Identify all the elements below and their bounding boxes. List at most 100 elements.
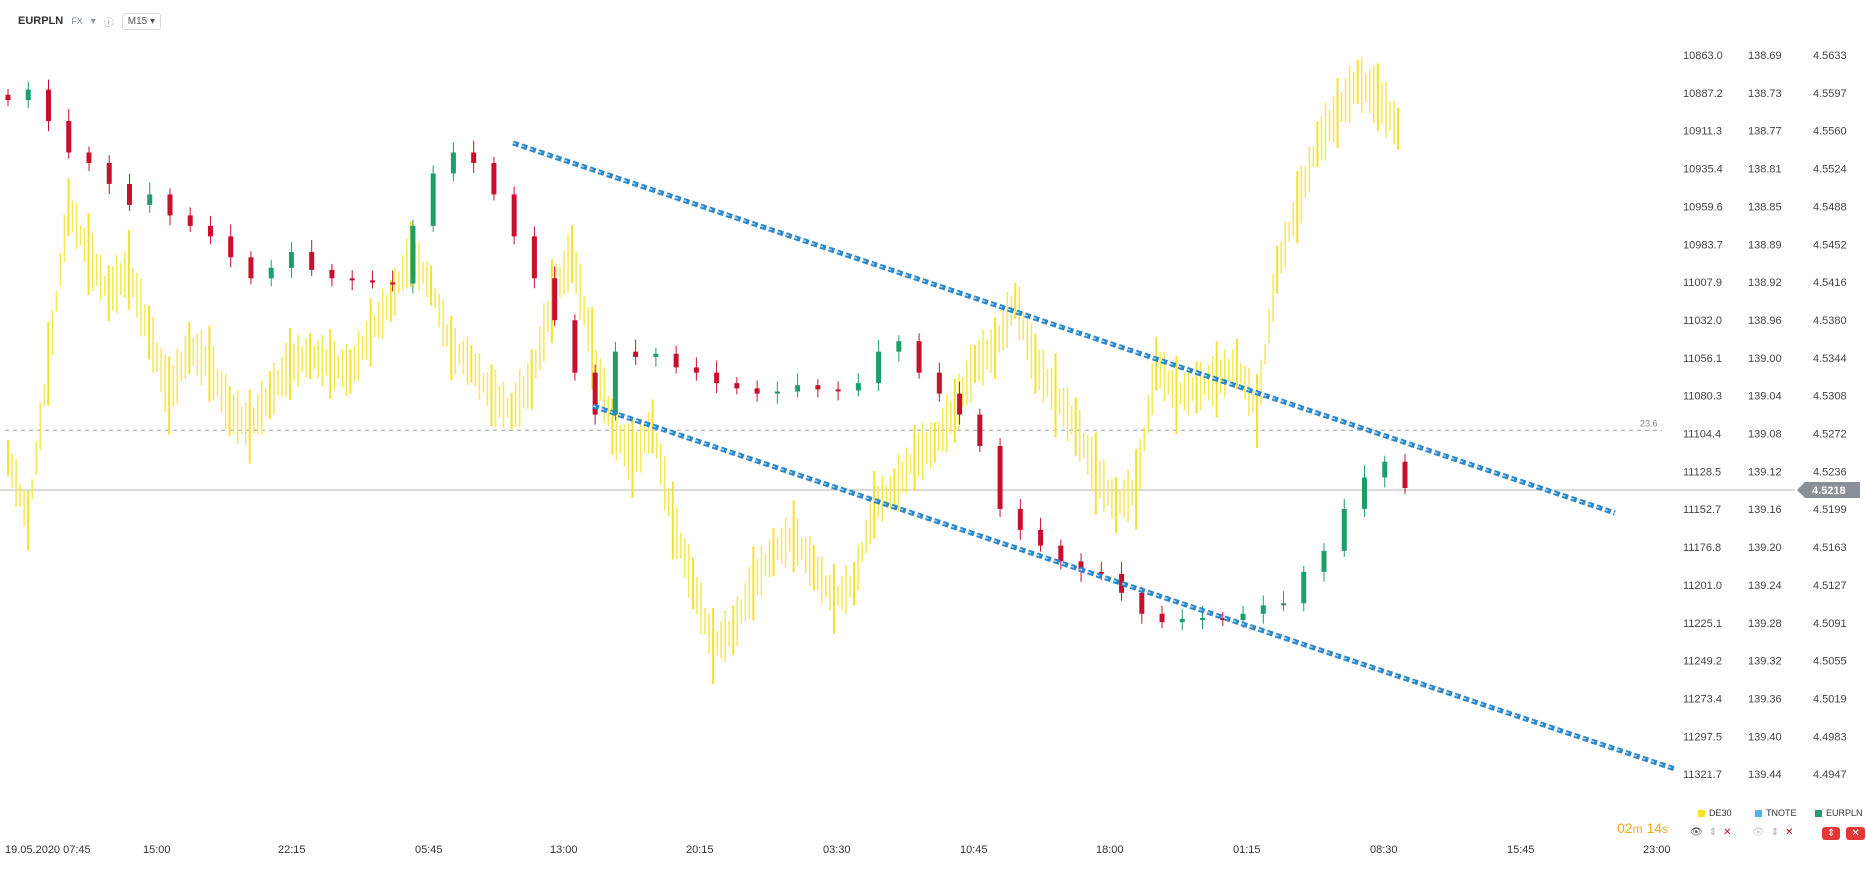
eurpln-candle <box>795 385 801 392</box>
reorder-icon[interactable]: ⇕ <box>1708 827 1718 838</box>
eurpln-candle <box>977 414 983 447</box>
axis-tick-tnote: 138.92 <box>1748 277 1782 289</box>
axis-tick-tnote: 139.36 <box>1748 693 1782 705</box>
legend-swatch <box>1698 809 1705 817</box>
eurpln-controls: ⇕ ✕ <box>1822 827 1865 840</box>
reorder-icon[interactable]: ⇕ <box>1770 827 1780 838</box>
axis-tick-de30: 11080.3 <box>1683 391 1722 403</box>
time-axis-label: 15:00 <box>143 844 171 856</box>
eurpln-candle <box>1382 461 1388 478</box>
axis-tick-tnote: 139.04 <box>1748 391 1782 403</box>
fib-level-label: 23.6 <box>1640 418 1658 428</box>
eurpln-candle <box>187 215 193 226</box>
axis-tick-de30: 11225.1 <box>1683 618 1722 630</box>
interval-label: M15 <box>127 15 148 27</box>
channel-upper-trendline[interactable] <box>512 140 1616 516</box>
eurpln-candle <box>288 252 294 268</box>
axis-tick-de30: 11273.4 <box>1683 693 1722 705</box>
eye-icon[interactable]: 👁 <box>1752 827 1765 838</box>
axis-tick-tnote: 139.24 <box>1748 580 1782 592</box>
axis-tick-eurpln: 4.5163 <box>1813 542 1847 554</box>
axis-tick-tnote: 139.08 <box>1748 429 1782 441</box>
eurpln-candle <box>471 152 477 163</box>
chevron-down-icon[interactable]: ▾ <box>90 15 96 27</box>
legend-tnote[interactable]: TNOTE <box>1755 808 1797 818</box>
countdown-seconds: 14 <box>1646 820 1663 836</box>
eurpln-candle <box>511 194 517 237</box>
eurpln-candle <box>1179 618 1185 623</box>
axis-tick-de30: 10935.4 <box>1683 164 1723 176</box>
symbol-label[interactable]: EURPLN <box>18 15 64 27</box>
eurpln-candle <box>815 385 821 390</box>
eurpln-candle <box>491 162 497 195</box>
axis-tick-de30: 10863.0 <box>1683 50 1723 62</box>
eurpln-candle <box>1240 613 1246 621</box>
eurpln-candle <box>66 121 72 153</box>
time-axis-label: 01:15 <box>1233 844 1261 856</box>
eurpln-candle <box>774 391 780 394</box>
axis-tick-de30: 11128.5 <box>1683 466 1721 478</box>
time-axis-label: 03:30 <box>823 844 851 856</box>
eurpln-candle <box>86 152 92 163</box>
close-icon[interactable]: ✕ <box>1785 827 1794 838</box>
axis-tick-de30: 11201.0 <box>1683 580 1722 592</box>
axis-tick-tnote: 139.44 <box>1748 769 1782 781</box>
time-axis-label: 20:15 <box>686 844 714 856</box>
legend-de30[interactable]: DE30 <box>1698 808 1732 818</box>
axis-tick-tnote: 139.16 <box>1748 504 1782 516</box>
axis-tick-eurpln: 4.5597 <box>1813 88 1847 100</box>
eurpln-candle <box>5 94 11 101</box>
eurpln-candle <box>572 320 578 373</box>
close-icon[interactable]: ✕ <box>1723 827 1732 838</box>
eurpln-candle <box>1402 461 1408 488</box>
eurpln-candle <box>410 225 416 284</box>
eurpln-candle <box>552 278 558 321</box>
axis-tick-eurpln: 4.5091 <box>1813 618 1847 630</box>
axis-tick-eurpln: 4.5416 <box>1813 277 1847 289</box>
info-icon[interactable]: ⓘ <box>103 17 114 29</box>
reorder-icon[interactable]: ⇕ <box>1822 827 1841 840</box>
axis-tick-tnote: 139.32 <box>1748 656 1782 668</box>
axis-tick-eurpln: 4.5236 <box>1813 466 1847 478</box>
axis-tick-tnote: 139.28 <box>1748 618 1782 630</box>
axis-tick-de30: 10911.3 <box>1683 126 1722 138</box>
de30-controls: 👁 ⇕ ✕ <box>1690 827 1731 838</box>
axis-tick-eurpln: 4.5344 <box>1813 353 1847 365</box>
axis-tick-de30: 11321.7 <box>1683 769 1722 781</box>
eurpln-candle <box>1038 529 1044 546</box>
eurpln-candle <box>1200 617 1206 620</box>
axis-tick-eurpln: 4.5272 <box>1813 429 1847 441</box>
legend-label: EURPLN <box>1826 808 1863 818</box>
countdown-minutes: 02 <box>1617 820 1633 836</box>
eurpln-candle <box>633 351 639 357</box>
eurpln-candle <box>450 152 456 174</box>
axis-tick-eurpln: 4.5055 <box>1813 656 1847 668</box>
axis-tick-eurpln: 4.5452 <box>1813 239 1847 251</box>
axis-tick-eurpln: 4.5560 <box>1813 126 1847 138</box>
countdown-s: s <box>1662 822 1669 836</box>
legend-eurpln[interactable]: EURPLN <box>1815 808 1863 818</box>
eurpln-candle <box>25 89 31 101</box>
interval-dropdown[interactable]: M15 ▾ <box>121 12 162 30</box>
axis-tick-de30: 11104.4 <box>1683 429 1721 441</box>
axis-tick-eurpln: 4.5127 <box>1813 580 1847 592</box>
eurpln-candle <box>1078 561 1084 572</box>
time-axis-label: 19.05.2020 07:45 <box>5 844 91 856</box>
axis-tick-de30: 10983.7 <box>1683 239 1723 251</box>
legend-label: TNOTE <box>1766 808 1797 818</box>
axis-tick-eurpln: 4.5633 <box>1813 50 1847 62</box>
candle-countdown: 02m 14s <box>1617 820 1668 836</box>
axis-tick-tnote: 138.73 <box>1748 88 1782 100</box>
eurpln-candle <box>1362 477 1368 509</box>
eurpln-candle <box>1281 603 1287 606</box>
axis-tick-tnote: 138.77 <box>1748 126 1782 138</box>
eye-icon[interactable]: 👁 <box>1690 827 1703 838</box>
eurpln-candle <box>754 388 760 394</box>
eurpln-candle <box>896 341 902 352</box>
axis-tick-eurpln: 4.5380 <box>1813 315 1847 327</box>
close-icon[interactable]: ✕ <box>1846 827 1865 840</box>
axis-tick-eurpln: 4.5524 <box>1813 164 1847 176</box>
eurpln-candle <box>612 351 618 415</box>
